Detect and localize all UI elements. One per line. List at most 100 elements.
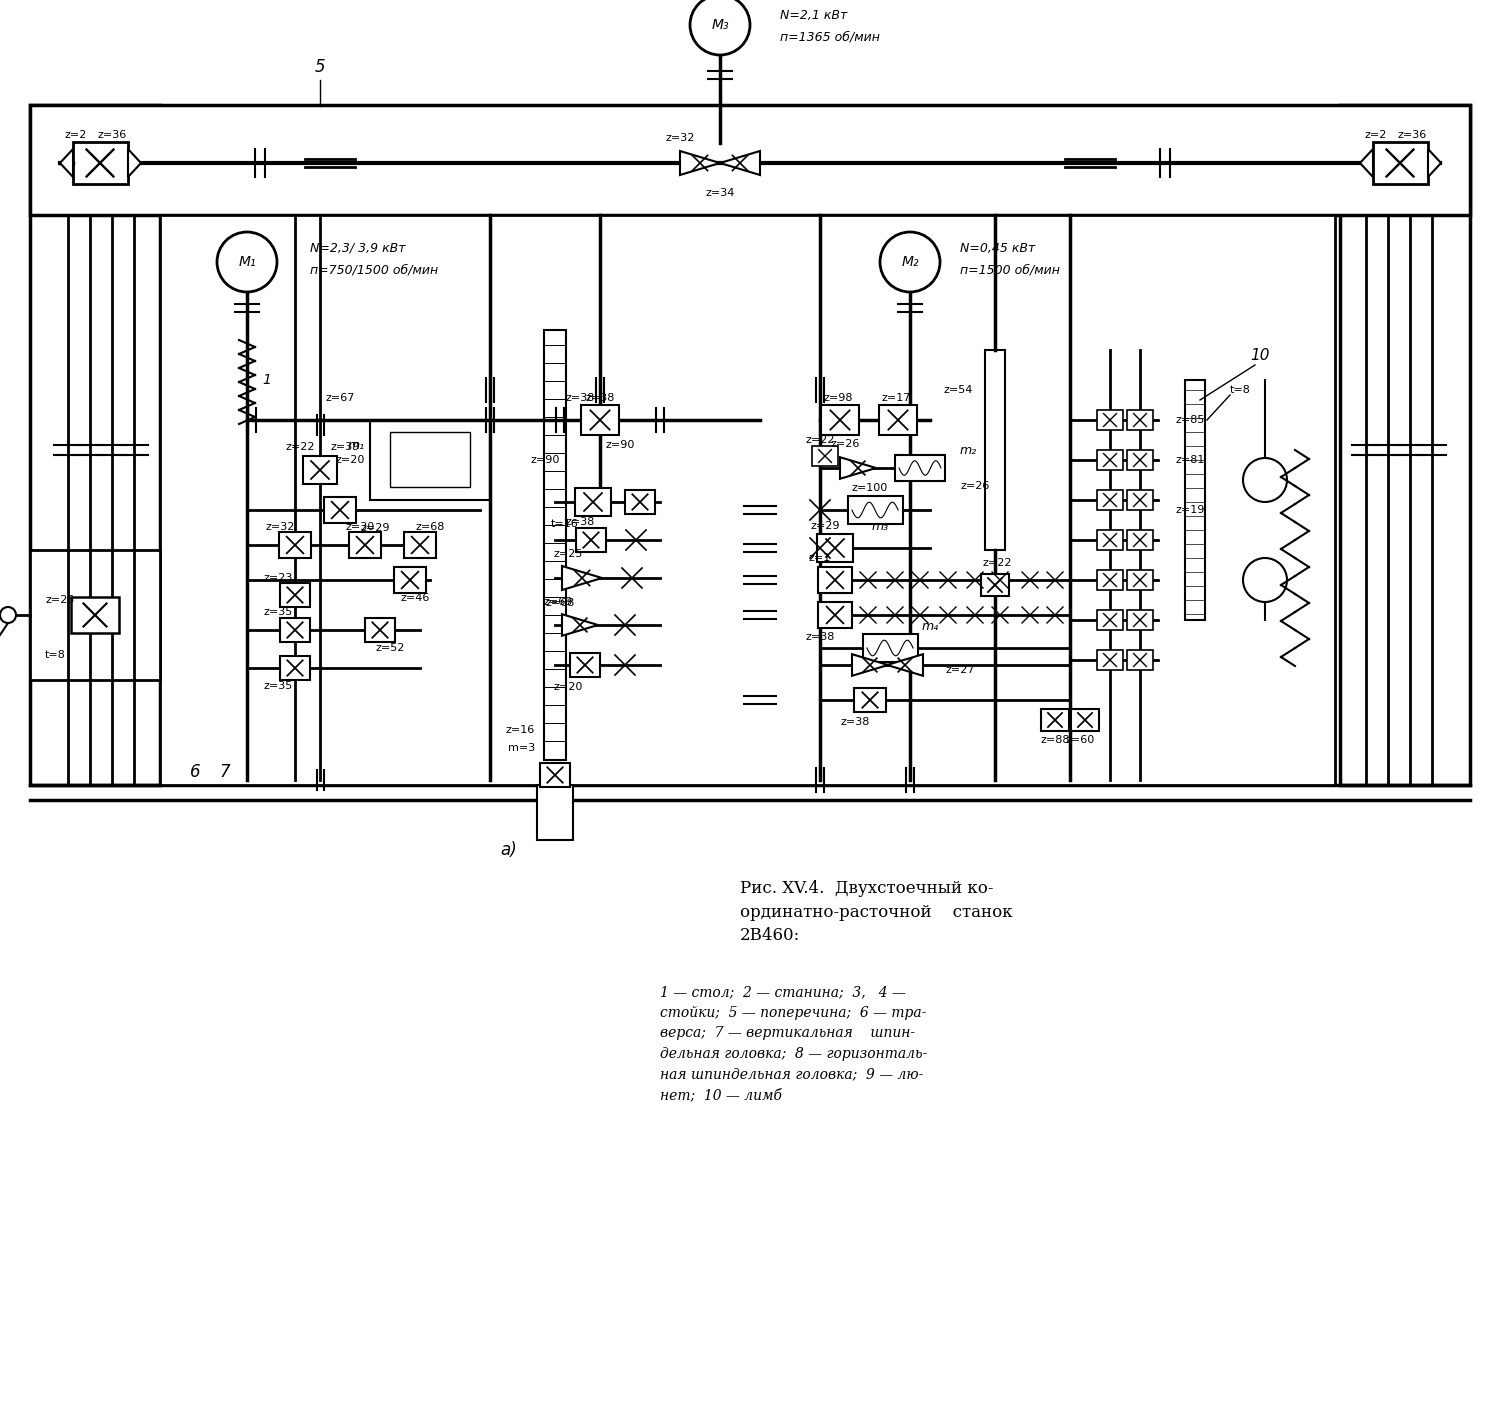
Text: z=17: z=17 — [882, 393, 910, 403]
Bar — [1041, 709, 1070, 731]
Text: 1 — стол;  2 — станина;  3,   4 —
стойки;  5 — поперечина;  6 — тра-
верса;  7 —: 1 — стол; 2 — станина; 3, 4 — стойки; 5 … — [660, 985, 927, 1101]
Text: z=88: z=88 — [1041, 735, 1070, 745]
Text: z=22: z=22 — [806, 435, 836, 445]
Polygon shape — [562, 565, 602, 591]
Circle shape — [1244, 457, 1287, 502]
Bar — [370, 419, 490, 499]
Text: z=85: z=85 — [1174, 415, 1204, 425]
Bar — [580, 405, 620, 435]
Text: 10: 10 — [1250, 348, 1269, 362]
Text: 6: 6 — [189, 763, 201, 781]
Text: z=30: z=30 — [345, 522, 375, 532]
Bar — [280, 657, 310, 680]
Bar — [626, 490, 656, 513]
Text: N=2,1 кВт: N=2,1 кВт — [780, 8, 847, 21]
Text: z=38: z=38 — [840, 717, 870, 727]
Text: z=46: z=46 — [400, 593, 429, 603]
Bar — [576, 528, 606, 551]
Text: z=69: z=69 — [543, 598, 573, 607]
Text: z=60: z=60 — [1065, 735, 1095, 745]
Polygon shape — [1428, 149, 1442, 177]
Circle shape — [880, 231, 940, 292]
Text: п=1500 об/мин: п=1500 об/мин — [960, 264, 1060, 276]
Text: z=90: z=90 — [531, 455, 560, 464]
Text: t=8: t=8 — [45, 650, 66, 659]
Bar — [1126, 570, 1154, 591]
Text: z=19: z=19 — [1174, 505, 1204, 515]
Bar — [1096, 650, 1124, 671]
Text: z=34: z=34 — [705, 188, 735, 198]
Bar — [1096, 570, 1124, 591]
Bar — [1372, 142, 1428, 184]
Text: а): а) — [500, 840, 516, 859]
Text: Рис. XV.4.  Двухстоечный ко-
ординатно-расточной    станок
2В460:: Рис. XV.4. Двухстоечный ко- ординатно-ра… — [740, 880, 1012, 944]
Text: z=2: z=2 — [64, 130, 87, 140]
Bar — [30, 550, 160, 680]
Text: z=32: z=32 — [666, 133, 694, 143]
Text: t=16: t=16 — [550, 519, 579, 529]
Text: z=100: z=100 — [852, 483, 888, 492]
Bar — [72, 142, 128, 184]
Text: z=1: z=1 — [808, 553, 831, 563]
Text: z=22: z=22 — [285, 442, 315, 452]
Text: z=16: z=16 — [506, 725, 536, 735]
Text: t=8: t=8 — [1230, 384, 1251, 396]
Bar — [1126, 490, 1154, 511]
Text: z=98: z=98 — [824, 393, 852, 403]
Text: N=2,3/ 3,9 кВт: N=2,3/ 3,9 кВт — [310, 241, 405, 254]
Polygon shape — [1360, 149, 1372, 177]
Bar — [1126, 530, 1154, 550]
Text: m=3: m=3 — [509, 744, 536, 753]
Text: z=38: z=38 — [806, 631, 834, 643]
Bar — [1096, 530, 1124, 550]
Polygon shape — [840, 457, 876, 478]
Bar — [537, 786, 573, 840]
Text: z=81: z=81 — [1174, 455, 1204, 464]
Text: z=22: z=22 — [982, 558, 1012, 568]
Bar — [879, 405, 916, 435]
Text: z=68: z=68 — [546, 598, 574, 607]
Circle shape — [690, 0, 750, 55]
Bar — [1126, 410, 1154, 429]
Polygon shape — [128, 149, 141, 177]
Bar — [280, 584, 310, 607]
Polygon shape — [886, 654, 922, 676]
Bar — [1126, 650, 1154, 671]
Text: m₁: m₁ — [348, 439, 364, 452]
Text: z=38: z=38 — [585, 393, 615, 403]
Bar — [364, 617, 394, 643]
Text: z=25: z=25 — [45, 595, 75, 605]
Circle shape — [1244, 558, 1287, 602]
Bar — [1340, 105, 1470, 786]
Bar — [1096, 410, 1124, 429]
Text: М₂: М₂ — [902, 255, 920, 269]
Text: z=35: z=35 — [264, 607, 292, 617]
Bar — [818, 535, 854, 563]
Bar — [279, 532, 310, 558]
Text: 1: 1 — [262, 373, 272, 387]
Text: z=26: z=26 — [831, 439, 860, 449]
Bar — [574, 488, 610, 516]
Text: m₄: m₄ — [921, 620, 939, 633]
Bar — [1185, 380, 1204, 620]
Bar — [280, 617, 310, 643]
Text: z=29: z=29 — [360, 523, 390, 533]
Bar — [160, 215, 1335, 786]
Bar — [1096, 490, 1124, 511]
Text: z=36: z=36 — [98, 130, 126, 140]
Text: z=2: z=2 — [1365, 130, 1388, 140]
Polygon shape — [720, 152, 760, 175]
Text: М₃: М₃ — [711, 18, 729, 32]
Bar — [30, 105, 1470, 215]
Bar — [812, 446, 838, 466]
Text: z=29: z=29 — [810, 521, 840, 530]
Polygon shape — [60, 149, 74, 177]
Text: z=68: z=68 — [416, 522, 444, 532]
Bar — [1096, 610, 1124, 630]
Bar — [394, 567, 426, 593]
Text: М₁: М₁ — [238, 255, 256, 269]
Text: 5: 5 — [315, 58, 326, 76]
Text: z=39: z=39 — [330, 442, 360, 452]
Text: z=25: z=25 — [554, 549, 582, 558]
Bar — [324, 497, 356, 523]
